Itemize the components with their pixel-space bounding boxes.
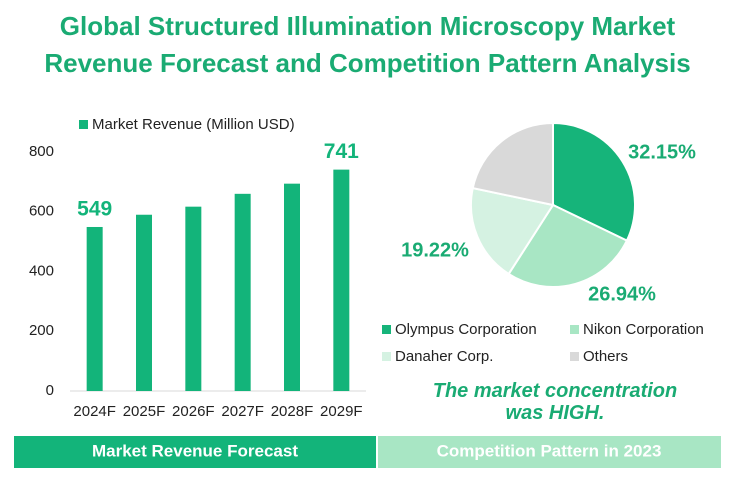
legend-swatch: [570, 352, 579, 361]
data-label: 19.22%: [401, 239, 469, 261]
title: Global Structured Illumination Microscop…: [0, 8, 735, 82]
y-tick-label: 800: [29, 143, 54, 160]
x-tick-label: 2028F: [271, 403, 314, 420]
legend-label: Danaher Corp.: [395, 348, 493, 365]
x-tick-label: 2026F: [172, 403, 215, 420]
legend-label: Olympus Corporation: [395, 321, 537, 338]
bar: [284, 183, 300, 391]
pie-slice: [470, 186, 555, 276]
bar: [185, 206, 202, 391]
bar: [333, 169, 350, 391]
legend-swatch: [382, 352, 391, 361]
data-label: 26.94%: [588, 283, 656, 305]
data-label: 741: [324, 140, 359, 163]
x-tick-label: 2027F: [221, 403, 264, 420]
footer-band: [14, 436, 376, 468]
y-tick-label: 400: [29, 262, 54, 279]
footer-label: Market Revenue Forecast: [92, 441, 298, 460]
legend-swatch: [570, 325, 579, 334]
bar: [234, 193, 251, 391]
legend-label: Nikon Corporation: [583, 321, 704, 338]
x-tick-label: 2029F: [320, 403, 363, 420]
legend-label: Market Revenue (Million USD): [92, 116, 295, 133]
x-tick-label: 2025F: [123, 403, 166, 420]
y-tick-label: 600: [29, 203, 54, 220]
legend-swatch: [79, 120, 88, 129]
pie-slice: [552, 121, 636, 242]
bar: [136, 214, 152, 391]
data-label: 32.15%: [628, 141, 696, 163]
legend-swatch: [382, 325, 391, 334]
footer-label: Competition Pattern in 2023: [437, 441, 662, 460]
data-label: 549: [77, 198, 112, 221]
y-tick-label: 0: [46, 382, 54, 399]
y-tick-label: 200: [29, 322, 54, 339]
pie-slice: [471, 121, 554, 207]
pie-slice: [507, 203, 629, 288]
title-text: Global Structured Illumination Microscop…: [44, 11, 691, 78]
bar: [86, 226, 103, 391]
footer-band: [378, 436, 721, 468]
annotation: The market concentration was HIGH.: [433, 380, 678, 424]
annotation-line: The market concentration: [433, 380, 678, 402]
annotation-line: was HIGH.: [506, 402, 605, 424]
legend-label: Others: [583, 348, 628, 365]
x-tick-label: 2024F: [73, 403, 116, 420]
